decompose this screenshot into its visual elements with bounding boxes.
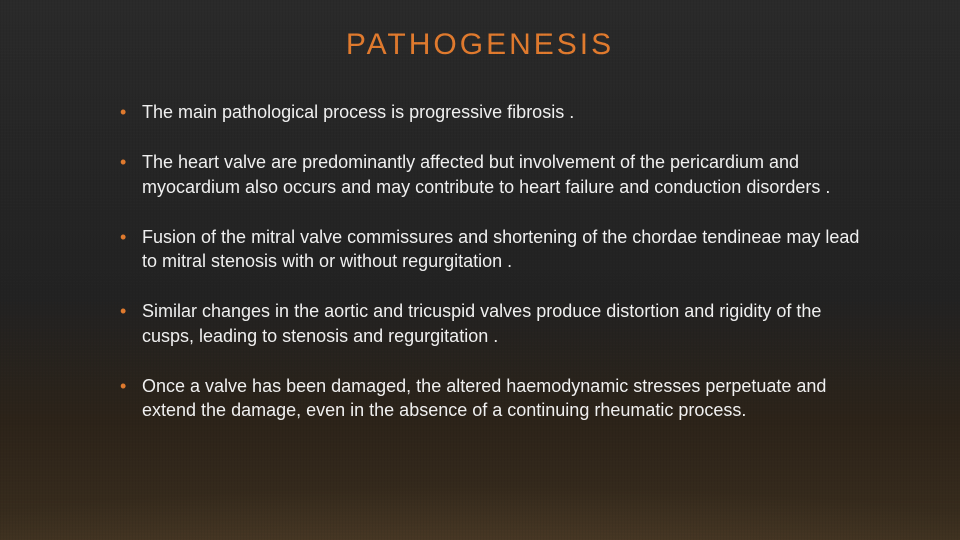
list-item: Once a valve has been damaged, the alter… <box>120 374 870 423</box>
slide-content: The main pathological process is progres… <box>120 100 870 449</box>
bullet-list: The main pathological process is progres… <box>120 100 870 423</box>
slide: PATHOGENESIS The main pathological proce… <box>0 0 960 540</box>
list-item: The heart valve are predominantly affect… <box>120 150 870 199</box>
list-item: Similar changes in the aortic and tricus… <box>120 299 870 348</box>
list-item: Fusion of the mitral valve commissures a… <box>120 225 870 274</box>
list-item: The main pathological process is progres… <box>120 100 870 124</box>
slide-title: PATHOGENESIS <box>0 28 960 62</box>
